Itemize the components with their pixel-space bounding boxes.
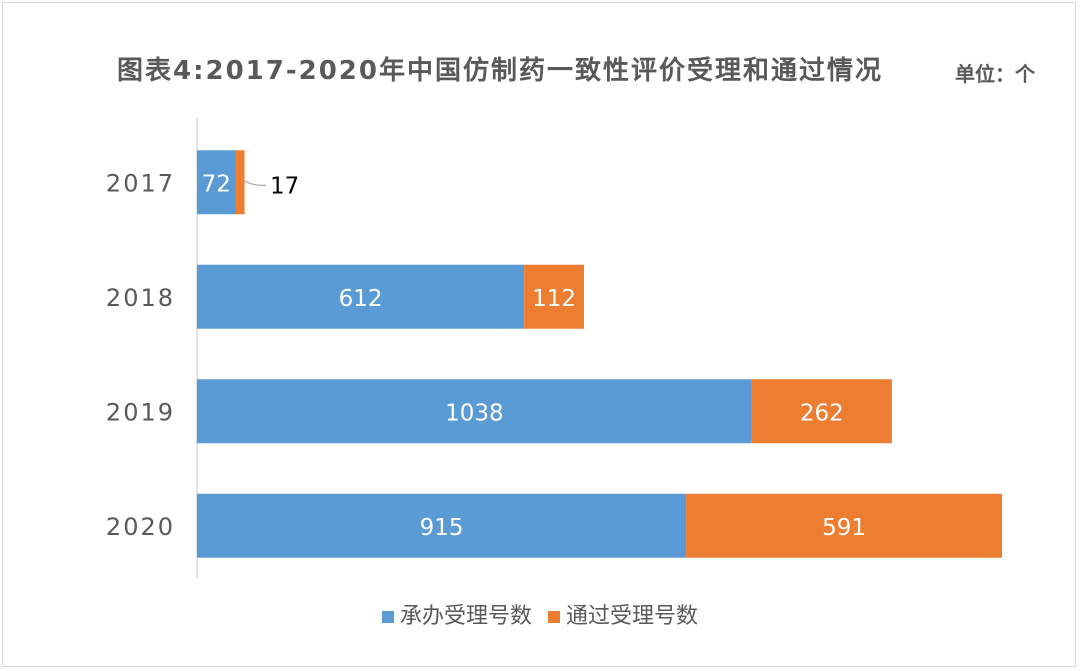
data-label: 17 (270, 173, 299, 199)
bar-segment-passed (235, 150, 245, 215)
bar-segment-passed (524, 264, 584, 329)
chart-legend: 承办受理号数 通过受理号数 (0, 598, 1080, 630)
y-tick-label: 2019 (106, 398, 175, 426)
legend-label: 承办受理号数 (399, 604, 532, 629)
y-tick-label: 2020 (106, 513, 175, 541)
legend-item: 通过受理号数 (548, 598, 698, 630)
legend-swatch (548, 611, 560, 623)
y-tick-label: 2018 (106, 284, 175, 312)
chart-unit-label: 单位：个 (955, 62, 1035, 86)
data-label: 1038 (445, 400, 504, 426)
bar-segment-accepted (197, 150, 236, 215)
legend-label: 通过受理号数 (566, 604, 699, 629)
data-label: 72 (202, 171, 231, 197)
y-tick-label: 2017 (106, 169, 175, 197)
chart-title: 图表4:2017-2020年中国仿制药一致性评价受理和通过情况 (116, 56, 883, 86)
data-label-leader (242, 179, 267, 186)
data-label: 262 (800, 400, 844, 426)
data-label: 112 (532, 286, 576, 312)
data-label: 612 (339, 286, 383, 312)
bar-segment-accepted (197, 493, 687, 558)
legend-swatch (381, 611, 394, 623)
data-label: 591 (822, 515, 866, 541)
legend-item: 承办受理号数 (381, 598, 532, 630)
bar-segment-accepted (197, 264, 525, 329)
bar-segment-accepted (197, 379, 752, 444)
bar-segment-passed (686, 493, 1002, 558)
bar-segment-passed (751, 379, 892, 444)
data-label: 915 (420, 515, 464, 541)
